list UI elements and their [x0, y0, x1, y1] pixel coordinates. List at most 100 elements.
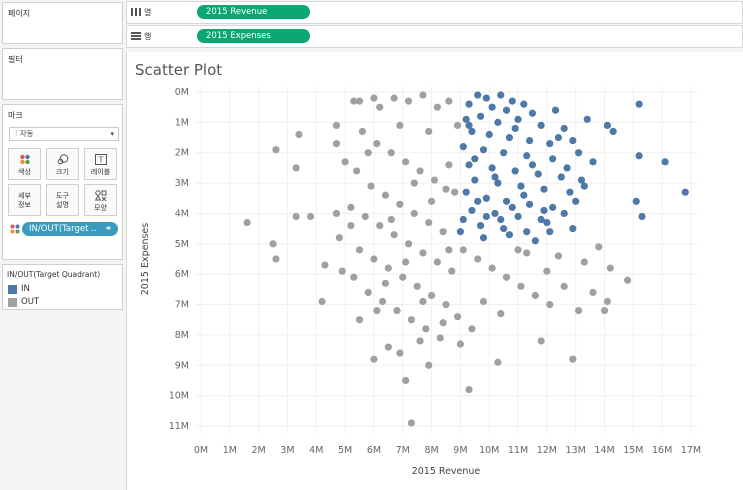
rows-icon: [131, 31, 141, 42]
scatter-point-out: [269, 240, 277, 248]
scatter-point-in: [638, 212, 646, 221]
size-button[interactable]: 크기: [46, 148, 79, 180]
scatter-point-in: [589, 158, 597, 166]
mark-type-select[interactable]: ⁝ 자동 ▾: [9, 127, 119, 141]
legend-item-in[interactable]: IN: [8, 284, 30, 294]
scatter-point-out: [390, 231, 398, 239]
x-tick-label: 4M: [309, 445, 323, 456]
scatter-point-out: [600, 307, 609, 315]
x-tick-label: 1M: [223, 445, 237, 456]
columns-field-pill[interactable]: 2015 Revenue: [197, 5, 310, 19]
label-button[interactable]: T 레이블: [84, 148, 117, 180]
scatter-point-in: [514, 115, 522, 123]
scatter-point-out: [419, 297, 427, 306]
scatter-point-in: [560, 124, 568, 133]
scatter-point-out: [367, 182, 375, 190]
scatter-point-in: [540, 185, 548, 193]
scatter-point-in: [609, 127, 617, 136]
shape-button[interactable]: 모양: [84, 184, 117, 216]
y-tick-label: 0M: [175, 87, 189, 98]
marks-panel: 마크 ⁝ 자동 ▾ 색상 크기 T 레이블 세부 정보 도구 설명 모양: [2, 104, 123, 260]
columns-shelf[interactable]: 열 2015 Revenue: [126, 1, 743, 24]
scatter-point-in: [497, 91, 505, 99]
rows-shelf[interactable]: 행 2015 Expenses: [126, 25, 743, 48]
scatter-point-out: [531, 291, 539, 300]
color-button[interactable]: 색상: [8, 148, 41, 180]
y-tick-label: 9M: [175, 360, 189, 371]
pages-panel: 페이지: [2, 2, 123, 44]
scatter-point-in: [635, 152, 643, 160]
scatter-point-out: [523, 249, 531, 257]
scatter-point-in: [505, 133, 514, 142]
scatter-point-out: [433, 258, 441, 266]
scatter-point-in: [523, 228, 531, 236]
scatter-point-in: [569, 136, 577, 145]
scatter-point-in: [497, 215, 505, 224]
shape-icon: [94, 190, 107, 202]
rows-field-pill[interactable]: 2015 Expenses: [197, 29, 310, 43]
y-tick-label: 10M: [169, 391, 189, 402]
scatter-point-out: [292, 164, 300, 172]
scatter-point-in: [540, 206, 548, 215]
svg-text:T: T: [97, 156, 103, 165]
scatter-point-in: [471, 155, 479, 163]
scatter-point-in: [577, 176, 586, 184]
legend-swatch-in: [8, 284, 17, 294]
scatter-point-out: [474, 255, 482, 263]
x-tick-label: 5M: [338, 445, 352, 456]
scatter-point-in: [502, 106, 511, 114]
mark-type-icon: ⁝: [15, 129, 18, 138]
color-field-icon: [10, 224, 20, 236]
rows-field-label: 2015 Expenses: [206, 31, 271, 41]
x-tick-label: 17M: [681, 445, 701, 456]
scatter-point-out: [407, 316, 416, 324]
scatter-point-in: [465, 121, 473, 129]
scatter-point-out: [459, 246, 467, 254]
scatter-point-out: [332, 121, 341, 129]
scatter-point-out: [355, 97, 364, 105]
scatter-point-out: [358, 127, 367, 136]
chart-area: Scatter Plot 0M 1M 2M 3M 4M 5M 6M 7M 8M 9M 10M 11M 0…: [126, 52, 743, 490]
scatter-point-in: [479, 234, 488, 242]
scatter-point-out: [378, 297, 387, 306]
scatter-point-out: [404, 240, 413, 248]
color-field-pill[interactable]: IN/OUT(Target .. ⚭: [22, 222, 118, 236]
filters-panel-title: 필터: [8, 55, 23, 64]
scatter-point-in: [534, 170, 542, 178]
scatter-point-in: [549, 203, 557, 211]
x-tick-label: 2M: [252, 445, 266, 456]
scatter-plot[interactable]: 0M 1M 2M 3M 4M 5M 6M 7M 8M 9M 10M 11M 0M 1M 2M 3M 4M 5M 6M…: [127, 52, 743, 490]
legend-item-out[interactable]: OUT: [8, 297, 39, 307]
scatter-point-out: [422, 325, 430, 333]
scatter-point-in: [632, 197, 640, 205]
scatter-point-in: [560, 209, 568, 218]
scatter-point-in: [557, 173, 565, 181]
x-tick-label: 0M: [194, 445, 208, 456]
scatter-point-out: [595, 243, 603, 251]
scatter-point-in: [580, 182, 588, 190]
y-tick-label: 6M: [175, 269, 189, 280]
scatter-point-in: [537, 215, 545, 224]
scatter-point-out: [332, 140, 341, 148]
scatter-point-in: [546, 228, 554, 236]
x-tick-label: 3M: [280, 445, 294, 456]
color-button-label: 색상: [18, 168, 31, 176]
scatter-point-in: [546, 140, 554, 148]
x-tick-label: 9M: [453, 445, 467, 456]
scatter-point-in: [485, 130, 493, 139]
scatter-point-in: [491, 173, 499, 181]
columns-field-label: 2015 Revenue: [206, 7, 268, 17]
detail-button[interactable]: 세부 정보: [8, 184, 41, 216]
scatter-point-in: [468, 206, 476, 215]
tooltip-button[interactable]: 도구 설명: [46, 184, 79, 216]
scatter-point-out: [341, 158, 349, 166]
scatter-point-out: [347, 203, 355, 211]
scatter-point-out: [569, 355, 577, 363]
scatter-point-out: [517, 282, 525, 290]
scatter-point-out: [497, 310, 505, 318]
chart-title: Scatter Plot: [135, 61, 223, 79]
scatter-point-in: [520, 191, 528, 199]
y-tick-label: 2M: [175, 148, 189, 159]
scatter-point-out: [387, 149, 395, 157]
scatter-point-out: [448, 267, 456, 275]
